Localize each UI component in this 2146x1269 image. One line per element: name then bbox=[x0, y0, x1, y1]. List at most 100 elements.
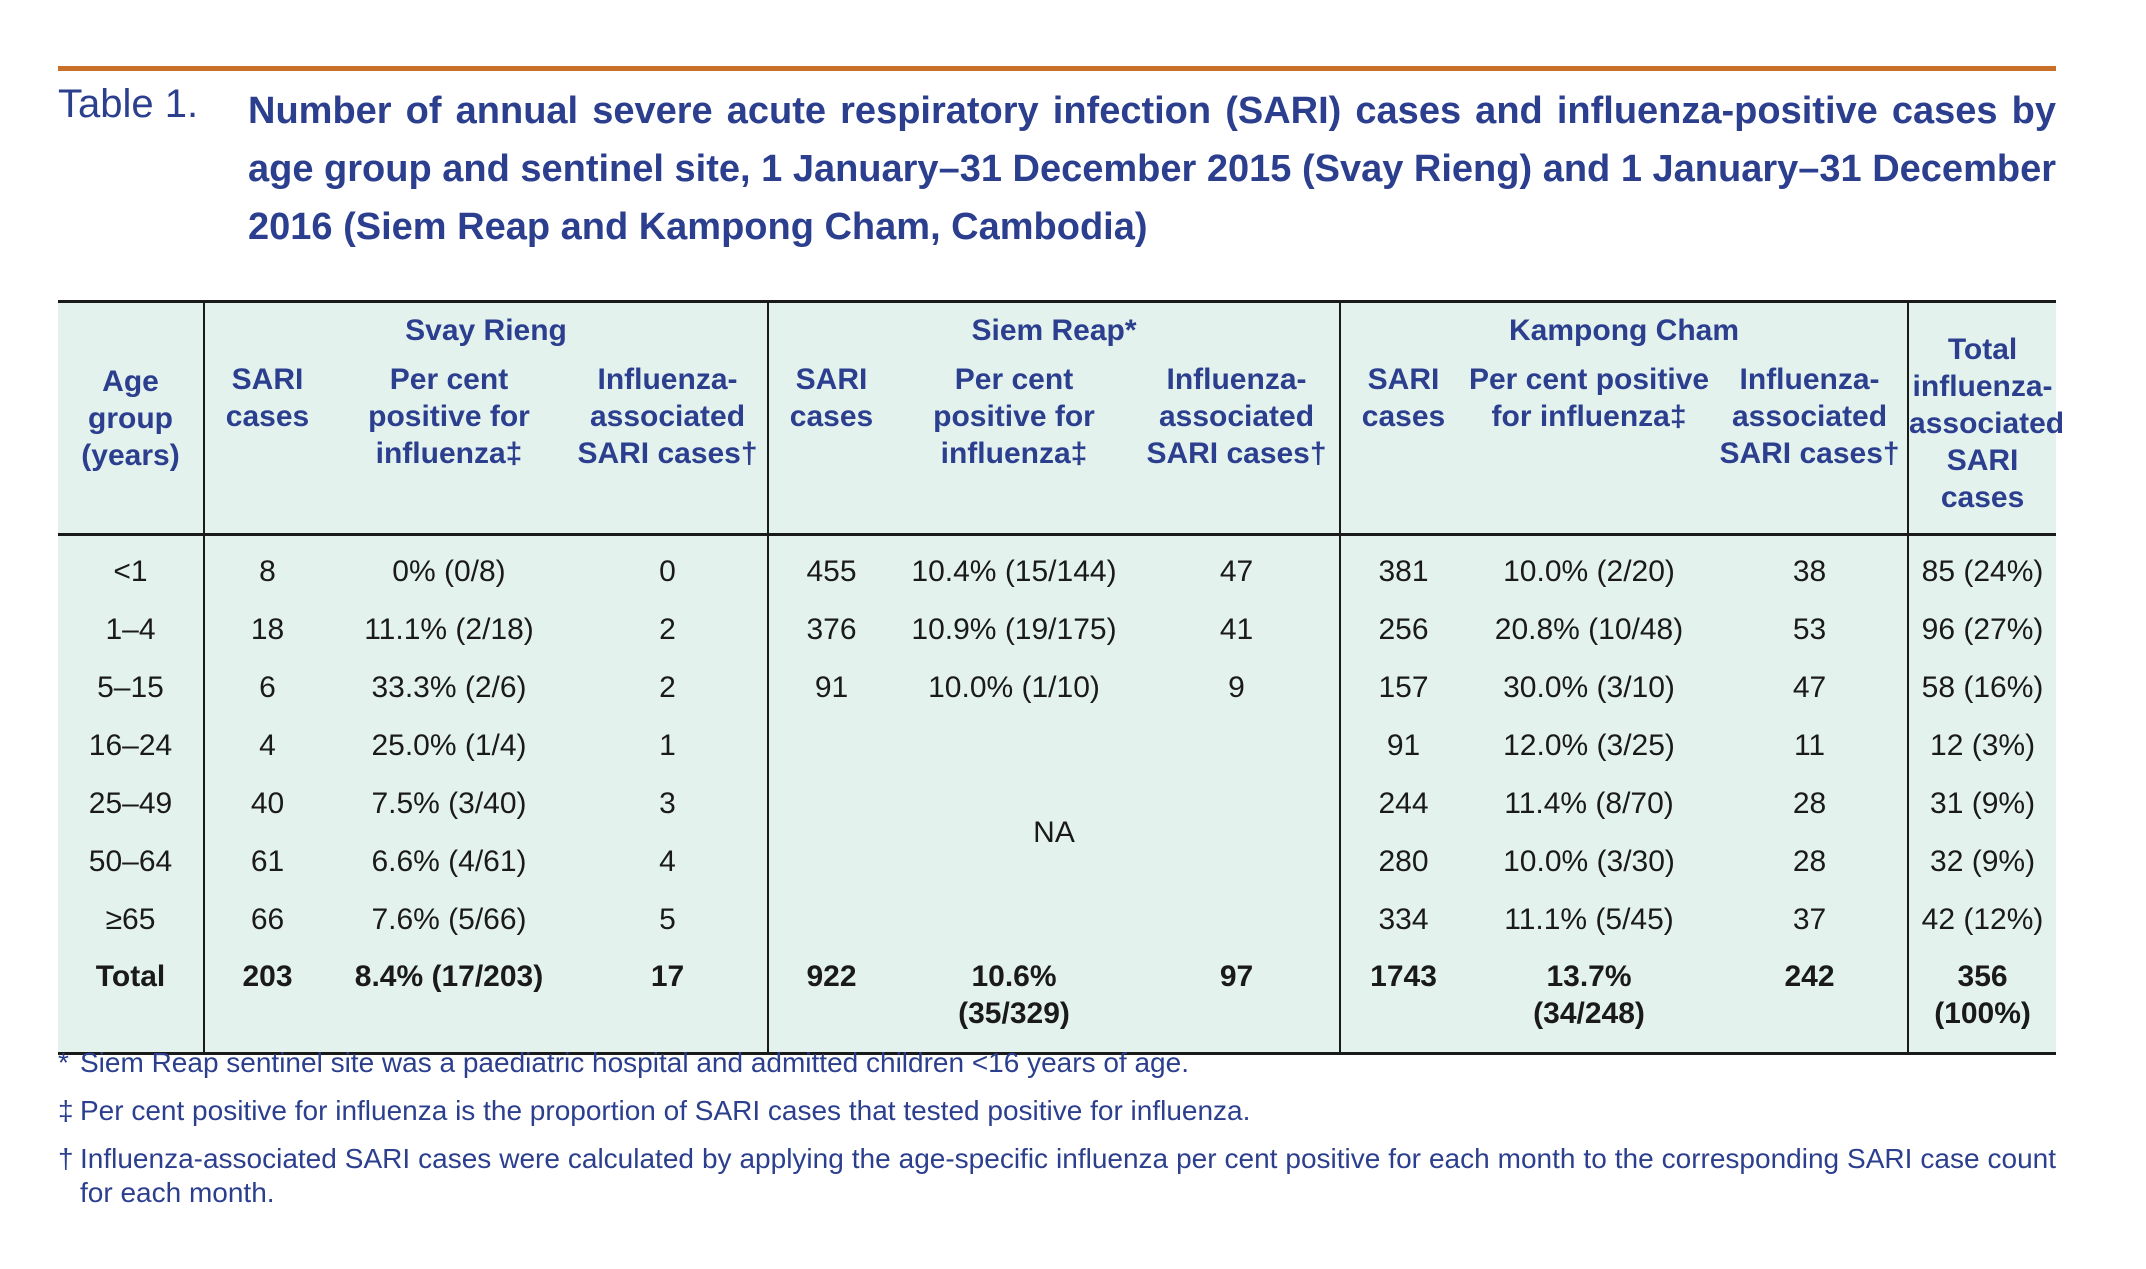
sr-inf-cell: 5 bbox=[659, 902, 676, 936]
sr-pct-cell: 33.3% (2/6) bbox=[371, 670, 527, 704]
sr-pct-cell: 6.6% (4/61) bbox=[371, 844, 527, 878]
site-header-kampong-cham: Kampong Cham bbox=[1339, 301, 1909, 357]
footnote-mark: * bbox=[58, 1047, 69, 1078]
rp-sari-cell: 455 bbox=[767, 534, 894, 600]
table-row: 16–24 4 25.0% (1/4) 1 NA 91 12.0% (3/25)… bbox=[58, 716, 2057, 948]
rp-pct-total: 10.6% (35/329) bbox=[894, 948, 1134, 1054]
rp-pct-total-line1: 10.6% bbox=[971, 960, 1057, 993]
kc-sari-cell: 256 bbox=[1339, 600, 1467, 658]
sr-sari-cell: 4 bbox=[203, 716, 330, 774]
sr-pct-header: Per cent positive for influenza‡ bbox=[368, 363, 530, 470]
total-cell: 85 (24%) bbox=[1907, 534, 2057, 600]
rp-inf-cell: 47 bbox=[1219, 554, 1254, 588]
kc-sari-cell: 91 bbox=[1339, 716, 1467, 774]
kc-inf-cell: 11 bbox=[1793, 728, 1826, 762]
age-cell: 5–15 bbox=[97, 670, 164, 704]
total-cell: 31 (9%) bbox=[1907, 774, 2057, 832]
footnote: * Siem Reap sentinel site was a paediatr… bbox=[58, 1046, 2056, 1080]
kc-sari-cell: 244 bbox=[1339, 774, 1467, 832]
kc-inf-cell: 28 bbox=[1792, 786, 1827, 820]
rp-pct-cell: 10.0% (1/10) bbox=[928, 670, 1100, 704]
top-rule bbox=[58, 66, 2056, 71]
sr-pct-total: 8.4% (17/203) bbox=[354, 960, 544, 993]
age-group-header: Age group (years) bbox=[58, 301, 204, 536]
kc-inf-total: 242 bbox=[1784, 960, 1835, 993]
total-cell: 96 (27%) bbox=[1907, 600, 2057, 658]
sr-sari-cell: 61 bbox=[203, 832, 330, 890]
total-cell: 58 (16%) bbox=[1907, 658, 2057, 716]
age-cell: 16–24 bbox=[88, 728, 173, 762]
table-row: ≥65 66 7.6% (5/66) 5 334 11.1% (5/45) 37… bbox=[58, 890, 2057, 948]
na-cell: NA bbox=[766, 716, 1341, 948]
rp-sari-header: SARI cases bbox=[767, 357, 894, 535]
kc-sari-cell: 280 bbox=[1339, 832, 1467, 890]
table-row: <1 8 0% (0/8) 0 455 10.4% (15/144) 47 38… bbox=[58, 534, 2057, 600]
sr-pct-cell: 25.0% (1/4) bbox=[371, 728, 527, 762]
footnote-mark: † bbox=[58, 1143, 74, 1174]
total-row: Total 203 8.4% (17/203) 17 922 10.6% (35… bbox=[58, 948, 2057, 1054]
footnote-mark: ‡ bbox=[58, 1095, 74, 1126]
age-cell: ≥65 bbox=[105, 902, 156, 936]
age-cell: 1–4 bbox=[105, 612, 156, 646]
rp-sari-cell: 91 bbox=[767, 658, 894, 716]
table-row: 5–15 6 33.3% (2/6) 2 91 10.0% (1/10) 9 1… bbox=[58, 658, 2057, 716]
sr-inf-total: 17 bbox=[650, 960, 685, 993]
total-label: Total bbox=[95, 960, 166, 993]
table-row: 50–64 61 6.6% (4/61) 4 280 10.0% (3/30) … bbox=[58, 832, 2057, 890]
age-cell: 50–64 bbox=[88, 844, 173, 878]
rp-pct-total-line2: (35/329) bbox=[958, 997, 1070, 1030]
rp-inf-header: Influenza-associated SARI cases† bbox=[1146, 363, 1327, 470]
rp-pct-cell: 10.4% (15/144) bbox=[911, 554, 1117, 588]
kc-inf-cell: 38 bbox=[1792, 554, 1827, 588]
table-row: 25–49 40 7.5% (3/40) 3 244 11.4% (8/70) … bbox=[58, 774, 2057, 832]
footnote-text: Siem Reap sentinel site was a paediatric… bbox=[80, 1047, 1189, 1078]
grand-total: 356 (100%) bbox=[1907, 948, 2057, 1054]
sr-sari-total: 203 bbox=[203, 948, 330, 1054]
rp-pct-cell: 10.9% (19/175) bbox=[911, 612, 1117, 646]
sr-inf-cell: 1 bbox=[659, 728, 676, 762]
kc-sari-total: 1743 bbox=[1339, 948, 1467, 1054]
site-header-svay-rieng: Svay Rieng bbox=[203, 301, 768, 357]
kc-pct-cell: 20.8% (10/48) bbox=[1494, 612, 1684, 646]
sr-inf-cell: 3 bbox=[659, 786, 676, 820]
sr-inf-cell: 0 bbox=[659, 554, 676, 588]
rp-sari-total: 922 bbox=[767, 948, 894, 1054]
total-cell: 42 (12%) bbox=[1907, 890, 2057, 948]
data-table: Age group (years) Svay Rieng Siem Reap* … bbox=[58, 300, 2064, 1055]
footnote-text: Influenza-associated SARI cases were cal… bbox=[80, 1143, 2056, 1208]
kc-pct-cell: 10.0% (2/20) bbox=[1503, 554, 1675, 588]
rp-inf-cell: 41 bbox=[1219, 612, 1254, 646]
sr-pct-cell: 7.6% (5/66) bbox=[371, 902, 527, 936]
kc-pct-cell: 11.4% (8/70) bbox=[1504, 786, 1674, 820]
rp-inf-cell: 9 bbox=[1228, 670, 1245, 704]
kc-pct-total-line1: 13.7% bbox=[1546, 960, 1632, 993]
total-cell: 12 (3%) bbox=[1907, 716, 2057, 774]
kc-sari-cell: 381 bbox=[1339, 534, 1467, 600]
kc-pct-cell: 11.1% (5/45) bbox=[1504, 902, 1674, 936]
kc-pct-cell: 10.0% (3/30) bbox=[1503, 844, 1675, 878]
sr-sari-cell: 8 bbox=[203, 534, 330, 600]
sr-sari-cell: 40 bbox=[203, 774, 330, 832]
kc-pct-total: 13.7% (34/248) bbox=[1466, 948, 1712, 1054]
sr-pct-cell: 0% (0/8) bbox=[392, 554, 506, 588]
site-header-siem-reap: Siem Reap* bbox=[766, 301, 1341, 357]
sr-pct-cell: 11.1% (2/18) bbox=[364, 612, 534, 646]
caption-label: Table 1. bbox=[58, 82, 199, 126]
sr-sari-cell: 66 bbox=[203, 890, 330, 948]
kc-inf-cell: 47 bbox=[1792, 670, 1827, 704]
caption-title: Number of annual severe acute respirator… bbox=[248, 90, 2056, 248]
total-header: Total influenza-associated SARI cases bbox=[1907, 301, 2064, 536]
kc-inf-header: Influenza-associated SARI cases† bbox=[1719, 363, 1900, 470]
kc-pct-total-line2: (34/248) bbox=[1533, 997, 1645, 1030]
kc-sari-header: SARI cases bbox=[1339, 357, 1467, 535]
data-table-wrap: Age group (years) Svay Rieng Siem Reap* … bbox=[58, 300, 2064, 1055]
footnote: ‡ Per cent positive for influenza is the… bbox=[58, 1094, 2056, 1128]
table-row: 1–4 18 11.1% (2/18) 2 376 10.9% (19/175)… bbox=[58, 600, 2057, 658]
age-cell: 25–49 bbox=[88, 786, 173, 820]
sr-inf-cell: 2 bbox=[659, 670, 676, 704]
kc-inf-cell: 28 bbox=[1792, 844, 1827, 878]
sr-inf-header: Influenza-associated SARI cases† bbox=[577, 363, 758, 470]
rp-inf-total: 97 bbox=[1219, 960, 1254, 993]
kc-pct-cell: 30.0% (3/10) bbox=[1503, 670, 1675, 704]
sr-inf-cell: 2 bbox=[659, 612, 676, 646]
